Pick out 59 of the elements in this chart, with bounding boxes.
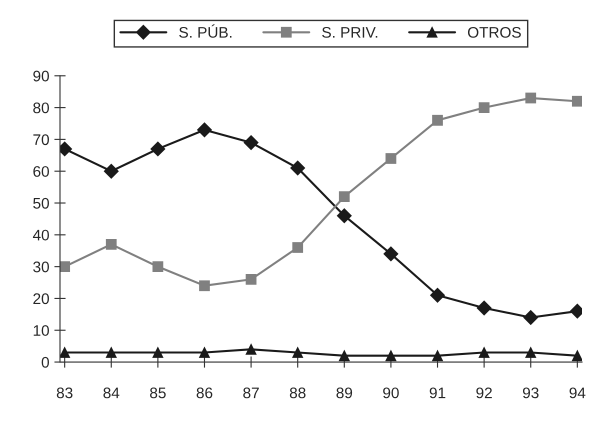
point xyxy=(338,191,350,202)
point xyxy=(525,92,536,104)
point xyxy=(432,114,443,126)
legend-label: S. PÚB. xyxy=(179,24,232,38)
point xyxy=(292,347,304,358)
point xyxy=(152,347,164,358)
y-tick-label: 80 xyxy=(33,102,49,114)
x-tick-label: 85 xyxy=(150,387,166,398)
y-tick-label: 70 xyxy=(33,134,49,146)
point xyxy=(244,135,258,150)
point xyxy=(432,350,443,362)
x-tick-label: 83 xyxy=(56,387,72,398)
y-tick-label: 50 xyxy=(33,198,49,209)
x-tick-label: 92 xyxy=(476,387,492,398)
x-tick-label: 91 xyxy=(430,387,446,398)
x-tick-label: 87 xyxy=(243,387,259,398)
y-tick-label: 30 xyxy=(33,262,49,272)
point xyxy=(292,242,304,253)
point xyxy=(199,280,210,292)
point xyxy=(60,261,70,272)
point xyxy=(572,350,582,362)
point xyxy=(386,350,396,362)
y-tick-label: 0 xyxy=(42,356,49,368)
point xyxy=(384,246,398,262)
legend-label: OTROS xyxy=(468,26,521,38)
point xyxy=(478,102,490,113)
point xyxy=(106,238,117,250)
point xyxy=(478,347,490,358)
point xyxy=(525,347,536,358)
legend-label: S. PRIV. xyxy=(322,26,378,38)
point xyxy=(150,142,166,156)
point xyxy=(338,350,350,362)
x-tick-label: 88 xyxy=(290,387,306,398)
point xyxy=(476,300,492,316)
point xyxy=(60,347,70,358)
point xyxy=(572,96,582,107)
x-tick-label: 94 xyxy=(570,387,586,398)
y-tick-label: 40 xyxy=(32,230,49,241)
x-tick-label: 86 xyxy=(196,387,212,398)
point xyxy=(523,310,538,325)
point xyxy=(106,347,117,358)
x-tick-label: 89 xyxy=(336,387,352,398)
point xyxy=(336,208,352,224)
point xyxy=(290,160,306,176)
y-tick-label: 10 xyxy=(34,325,49,336)
point xyxy=(104,164,119,179)
y-tick-label: 20 xyxy=(33,293,49,304)
x-tick-label: 90 xyxy=(383,387,399,398)
point xyxy=(246,344,256,355)
x-tick-label: 93 xyxy=(522,387,539,398)
x-tick-label: 84 xyxy=(103,387,120,398)
point xyxy=(197,122,212,138)
point xyxy=(386,153,396,164)
point xyxy=(152,261,164,272)
point xyxy=(430,288,445,303)
point xyxy=(246,274,256,285)
point xyxy=(199,347,210,358)
y-tick-label: 90 xyxy=(33,70,49,82)
y-tick-label: 60 xyxy=(33,166,49,177)
